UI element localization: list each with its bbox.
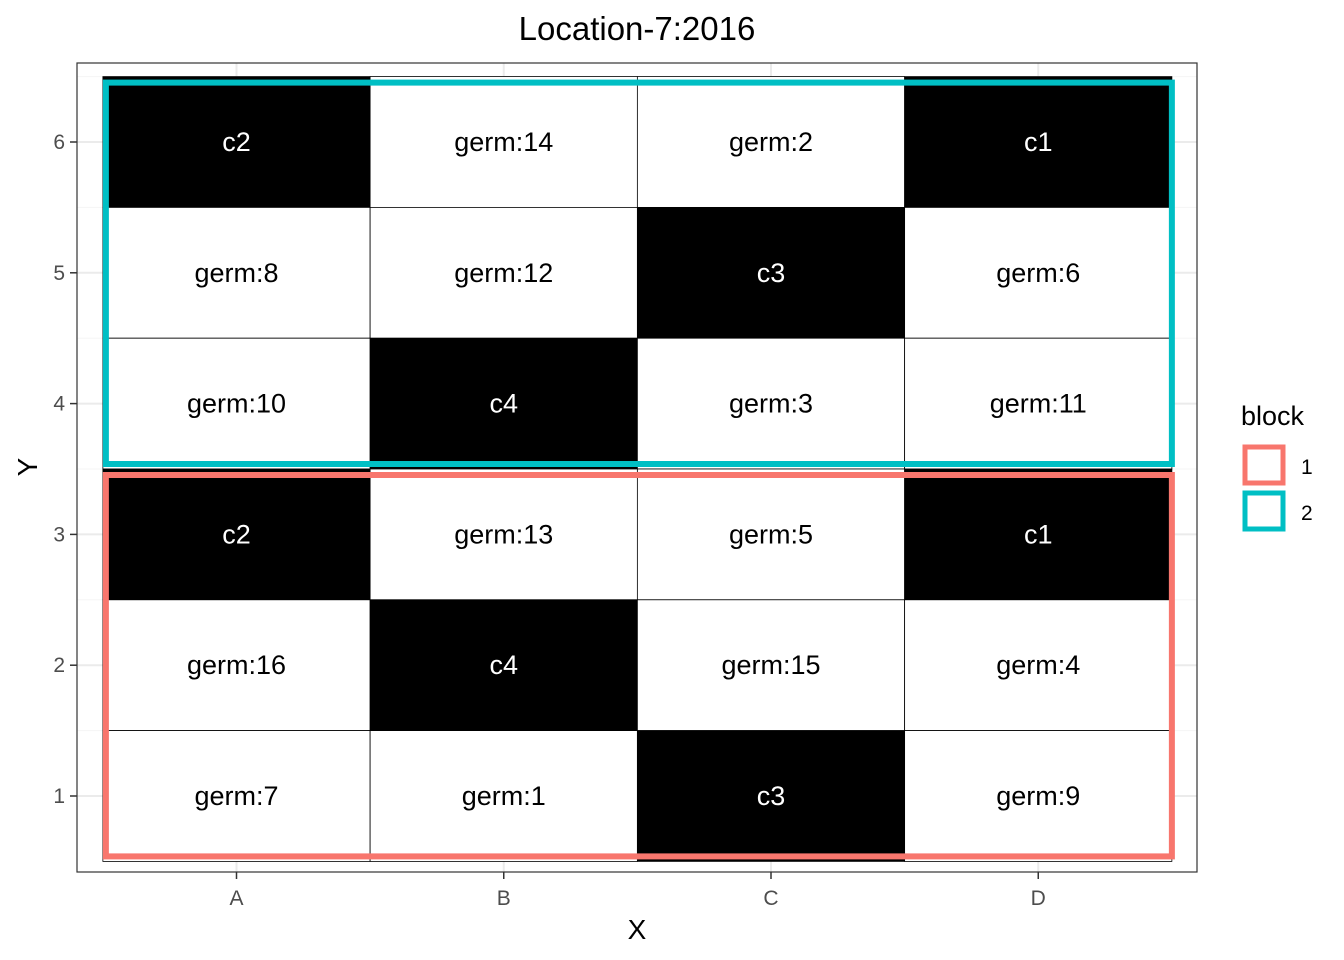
plot-cell-C6 (636, 76, 906, 208)
legend-title: block (1241, 401, 1305, 431)
y-tick-label-3: 3 (53, 523, 65, 546)
cell-label-D5: germ:6 (996, 258, 1080, 288)
y-tick-label-5: 5 (53, 262, 65, 285)
plot-cell-C2 (636, 599, 906, 731)
cell-label-C4: germ:3 (729, 389, 813, 419)
plot-cell-B6 (369, 76, 638, 208)
cell-label-C5: c3 (757, 258, 786, 288)
block-outline-2 (102, 79, 1175, 467)
cell-label-A2: germ:16 (187, 650, 286, 680)
cell-label-D6: c1 (1024, 127, 1053, 157)
block-outline-1 (102, 472, 1175, 860)
plot-cell-A1 (102, 730, 371, 862)
plot-cell-C3 (636, 468, 906, 601)
cell-label-B6: germ:14 (454, 127, 553, 157)
field-cells: c2 germ:14 germ:2 c1 germ:8 germ:12 c3 germ:6 ge… (102, 76, 1173, 862)
cell-label-C3: germ:5 (729, 519, 813, 549)
plot-panel-border (76, 62, 1198, 873)
cell-label-D1: germ:9 (996, 781, 1080, 811)
cell-label-A5: germ:8 (194, 258, 278, 288)
cell-label-C1: c3 (757, 781, 786, 811)
cell-label-C6: germ:2 (729, 127, 813, 157)
plot-cell-A6 (102, 76, 371, 208)
plot-cell-D6 (904, 76, 1173, 208)
cell-label-A1: germ:7 (194, 781, 278, 811)
cell-label-D3: c1 (1024, 519, 1053, 549)
y-axis-ticks: 1 2 3 4 5 6 (53, 131, 77, 808)
plot-cell-C1 (636, 730, 906, 862)
cell-label-B4: c4 (489, 389, 518, 419)
x-tick-label-B: B (497, 887, 511, 910)
cell-label-A3: c2 (222, 519, 251, 549)
cell-label-D4: germ:11 (990, 389, 1087, 419)
block-outlines (102, 79, 1175, 860)
legend-label-2: 2 (1301, 502, 1313, 525)
plot-cell-A2 (102, 599, 371, 731)
legend-key-2 (1242, 490, 1286, 532)
y-tick-label-6: 6 (53, 131, 65, 154)
cell-label-D2: germ:4 (996, 650, 1080, 680)
y-tick-label-4: 4 (53, 393, 65, 416)
x-tick-label-D: D (1031, 887, 1046, 910)
plot-cell-D5 (904, 206, 1173, 339)
plot-cell-A5 (102, 206, 371, 339)
plot-cell-B2 (369, 599, 638, 731)
y-tick-label-2: 2 (53, 654, 65, 677)
plot-cell-D1 (904, 730, 1173, 862)
plot-cell-C4 (636, 337, 906, 470)
x-axis-ticks: A B C D (229, 872, 1046, 910)
legend-label-1: 1 (1301, 456, 1313, 479)
cell-label-B5: germ:12 (454, 258, 553, 288)
plot-cell-B1 (369, 730, 638, 862)
cell-label-A4: germ:10 (187, 389, 286, 419)
y-tick-label-1: 1 (53, 785, 65, 808)
cell-label-A6: c2 (222, 127, 251, 157)
cell-label-B2: c4 (489, 650, 518, 680)
plot-cell-B3 (369, 468, 638, 601)
y-axis-title: Y (12, 457, 43, 476)
cell-label-B3: germ:13 (454, 519, 553, 549)
plot-cell-A4 (102, 337, 371, 470)
x-axis-title: X (628, 914, 647, 945)
x-tick-label-A: A (229, 887, 243, 910)
plot-cell-B4 (369, 337, 638, 470)
plot-cell-C5 (636, 206, 906, 339)
cell-label-B1: germ:1 (462, 781, 546, 811)
legend: block 1 2 (1241, 401, 1313, 532)
plot-cell-D2 (904, 599, 1173, 731)
chart-title: Location-7:2016 (519, 10, 756, 47)
legend-key-1 (1242, 444, 1286, 486)
cell-label-C2: germ:15 (721, 650, 820, 680)
plot-cell-D3 (904, 468, 1173, 601)
x-tick-label-C: C (763, 887, 778, 910)
